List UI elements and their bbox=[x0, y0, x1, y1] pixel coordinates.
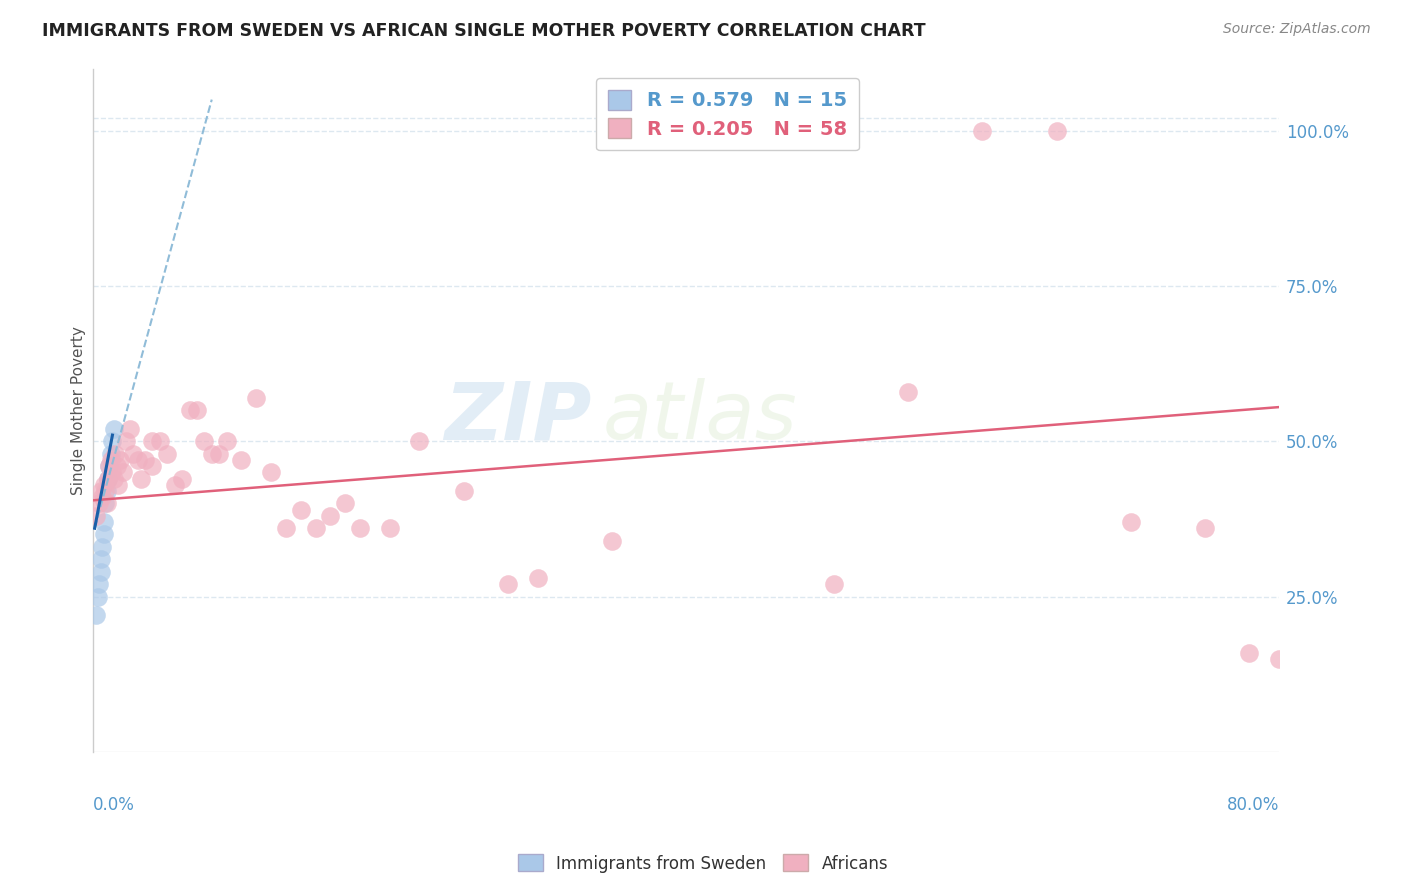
Point bbox=[108, 453, 131, 467]
Point bbox=[98, 459, 121, 474]
Point bbox=[1119, 515, 1142, 529]
Point bbox=[122, 447, 145, 461]
Text: 80.0%: 80.0% bbox=[1226, 797, 1279, 814]
Point bbox=[496, 577, 519, 591]
Point bbox=[101, 466, 124, 480]
Point bbox=[107, 477, 129, 491]
Point bbox=[94, 496, 117, 510]
Point bbox=[93, 527, 115, 541]
Point bbox=[129, 471, 152, 485]
Text: 0.0%: 0.0% bbox=[93, 797, 135, 814]
Point bbox=[141, 434, 163, 449]
Point bbox=[972, 123, 994, 137]
Point bbox=[304, 521, 326, 535]
Point bbox=[408, 434, 430, 449]
Point bbox=[100, 453, 122, 467]
Point bbox=[91, 540, 114, 554]
Point bbox=[98, 459, 121, 474]
Point bbox=[172, 471, 194, 485]
Point bbox=[208, 447, 231, 461]
Point bbox=[215, 434, 238, 449]
Point bbox=[186, 403, 208, 417]
Point bbox=[103, 422, 125, 436]
Point bbox=[1045, 123, 1067, 137]
Point bbox=[333, 496, 356, 510]
Point bbox=[1268, 651, 1291, 665]
Point bbox=[96, 496, 118, 510]
Point bbox=[111, 466, 134, 480]
Point bbox=[527, 571, 550, 585]
Point bbox=[114, 434, 136, 449]
Point bbox=[260, 466, 283, 480]
Text: IMMIGRANTS FROM SWEDEN VS AFRICAN SINGLE MOTHER POVERTY CORRELATION CHART: IMMIGRANTS FROM SWEDEN VS AFRICAN SINGLE… bbox=[42, 22, 925, 40]
Point bbox=[141, 459, 163, 474]
Point bbox=[97, 471, 120, 485]
Text: atlas: atlas bbox=[603, 378, 797, 456]
Point bbox=[93, 515, 115, 529]
Point bbox=[245, 391, 267, 405]
Point bbox=[103, 471, 125, 485]
Point bbox=[179, 403, 201, 417]
Point bbox=[100, 447, 122, 461]
Point bbox=[134, 453, 156, 467]
Point bbox=[90, 565, 112, 579]
Point bbox=[96, 483, 118, 498]
Point bbox=[90, 552, 112, 566]
Point bbox=[600, 533, 623, 548]
Point bbox=[87, 496, 110, 510]
Point bbox=[84, 508, 107, 523]
Point bbox=[378, 521, 401, 535]
Point bbox=[84, 608, 107, 623]
Text: ZIP: ZIP bbox=[444, 378, 591, 456]
Point bbox=[97, 471, 120, 485]
Point bbox=[823, 577, 845, 591]
Point bbox=[101, 434, 124, 449]
Point bbox=[91, 490, 114, 504]
Point bbox=[193, 434, 215, 449]
Text: Source: ZipAtlas.com: Source: ZipAtlas.com bbox=[1223, 22, 1371, 37]
Point bbox=[149, 434, 172, 449]
Point bbox=[1194, 521, 1216, 535]
Point bbox=[105, 459, 128, 474]
Point bbox=[87, 577, 110, 591]
Y-axis label: Single Mother Poverty: Single Mother Poverty bbox=[72, 326, 86, 495]
Point bbox=[94, 483, 117, 498]
Point bbox=[349, 521, 371, 535]
Point bbox=[897, 384, 920, 399]
Point bbox=[1239, 646, 1261, 660]
Point bbox=[319, 508, 342, 523]
Point bbox=[156, 447, 179, 461]
Legend: Immigrants from Sweden, Africans: Immigrants from Sweden, Africans bbox=[512, 847, 894, 880]
Point bbox=[231, 453, 253, 467]
Point bbox=[93, 477, 115, 491]
Point bbox=[104, 447, 127, 461]
Point bbox=[201, 447, 224, 461]
Legend: R = 0.579   N = 15, R = 0.205   N = 58: R = 0.579 N = 15, R = 0.205 N = 58 bbox=[596, 78, 859, 151]
Point bbox=[120, 422, 142, 436]
Point bbox=[127, 453, 149, 467]
Point bbox=[274, 521, 297, 535]
Point bbox=[163, 477, 186, 491]
Point bbox=[90, 483, 112, 498]
Point bbox=[453, 483, 475, 498]
Point bbox=[290, 502, 312, 516]
Point bbox=[86, 590, 108, 604]
